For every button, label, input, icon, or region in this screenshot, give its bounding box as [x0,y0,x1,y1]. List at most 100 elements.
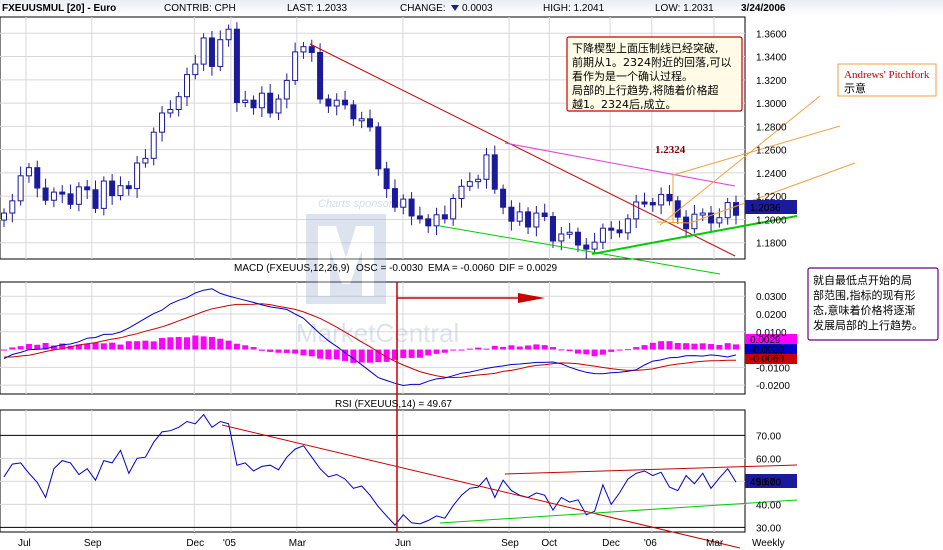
macd-histogram-bar [1,349,7,351]
x-tick-label: Mar [289,538,307,549]
macd-histogram-bar [283,349,290,353]
macd-histogram-bar [9,347,16,350]
candle-up [591,241,598,250]
macd-histogram-bar [666,341,673,350]
price-y-tick-label: 1.2800 [756,122,787,133]
macd-histogram-bar [267,349,274,352]
macd-histogram-bar [649,342,656,350]
macd-histogram-bar [508,345,515,350]
macd-histogram-bar [117,344,124,350]
rsi-trendlines [221,424,798,549]
candle-up [275,98,282,114]
last-label: LAST: 1.2033 [287,3,347,14]
price-trendlines [309,43,856,275]
macd-histogram-bar [233,343,240,350]
macd-histogram-bar [525,345,532,350]
macd-histogram-bar [633,347,640,350]
candle-down [317,51,324,100]
annotation-box-wedge: 下降楔型上面压制线已经突破, 前期从1。2324附近的回落,可以 看作为是一个确… [566,36,743,112]
annotation-1-line-1: 下降楔型上面压制线已经突破, [572,41,719,55]
candle-down [125,185,132,190]
macd-histogram-bar [317,349,324,359]
macd-y-tick-label: -0.0200 [756,381,790,392]
rsi-y-tick-label: 50.00 [756,477,781,488]
change-down-icon [451,5,459,11]
candle-up [50,191,57,201]
macd-histogram-bar [641,345,648,350]
candle-down [367,118,373,128]
candle-up [184,74,190,98]
macd-ema-badge [745,354,797,364]
header-date: 3/24/2006 [741,3,786,14]
current-price-label: 1.2036 [750,203,781,214]
macd-histogram-bar [466,348,473,350]
annotation-1-line-2: 前期从1。2324附近的回落,可以 [572,55,732,69]
macd-histogram-bar [441,349,448,353]
candle-up [100,180,107,209]
macd-histogram-bar [599,349,606,355]
rsi-y-tick-label: 70.00 [756,431,781,442]
macd-histogram-bar [109,342,116,350]
rsi-line [3,413,737,526]
macd-histogram-bar [583,349,590,355]
macd-osc-line [3,288,737,387]
macd-histogram-bar [708,344,715,350]
macd-y-tick-label: 0.0200 [756,310,787,321]
macd-histogram-bar [450,349,457,351]
macd-dif-badge-label: 0.0029 [750,335,781,346]
macd-histogram-bar [42,342,49,350]
candle-up [17,175,24,202]
candle-up [75,186,82,205]
macd-histogram-bar [367,349,373,363]
macd-histogram-bar [550,347,556,350]
candle-down [308,46,315,53]
macd-histogram-bar [425,349,432,356]
wedge-lower-line [439,225,721,275]
candle-up [25,167,32,177]
candle-down [666,193,673,202]
macd-histogram-bar [350,349,357,363]
macd-histogram-bar [558,349,565,351]
candle-down [375,126,382,170]
candle-down [34,167,41,189]
candle-down [325,98,332,107]
macd-histogram-bar [50,345,57,350]
candle-down [92,189,99,209]
price-y-tick-label: 1.3000 [756,99,787,110]
macd-histogram-bar [242,345,249,350]
sponsor-watermark: Charts sponsored MarketCentral [296,198,459,348]
candle-up [159,112,166,133]
macd-histogram-bar [200,336,207,350]
watermark-logo-m [306,214,386,304]
candle-down [441,214,448,220]
macd-series [1,288,739,387]
candle-up [475,178,482,183]
candle-up [225,28,232,41]
macd-histogram-bar [225,340,232,350]
candle-up [699,212,706,216]
wedge-upper-line [504,142,736,187]
macd-histogram-bar [175,336,182,350]
candle-up [192,63,199,76]
macd-y-tick-label: 0.0100 [756,328,787,339]
candle-up [258,92,265,109]
low-label: LOW: 1.2031 [655,3,714,14]
macd-y-tick-label: -0.0100 [756,363,790,374]
candle-down [59,191,66,195]
candle-up [633,201,640,220]
macd-histogram-bar [275,349,282,353]
x-tick-label: '06 [644,538,657,549]
rsi-y-tick-label: 30.00 [756,523,781,534]
macd-histogram-bar [416,349,423,358]
macd-histogram-bar [458,349,465,351]
candle-up [358,118,365,122]
candle-down [508,206,515,222]
candle-down [391,188,398,208]
rsi-badge [745,474,797,488]
x-tick-label: Mar [706,538,724,549]
macd-histogram-bar [383,349,390,362]
candle-up [400,198,407,208]
macd-histogram-bar [733,344,739,350]
candle-down [250,99,257,109]
